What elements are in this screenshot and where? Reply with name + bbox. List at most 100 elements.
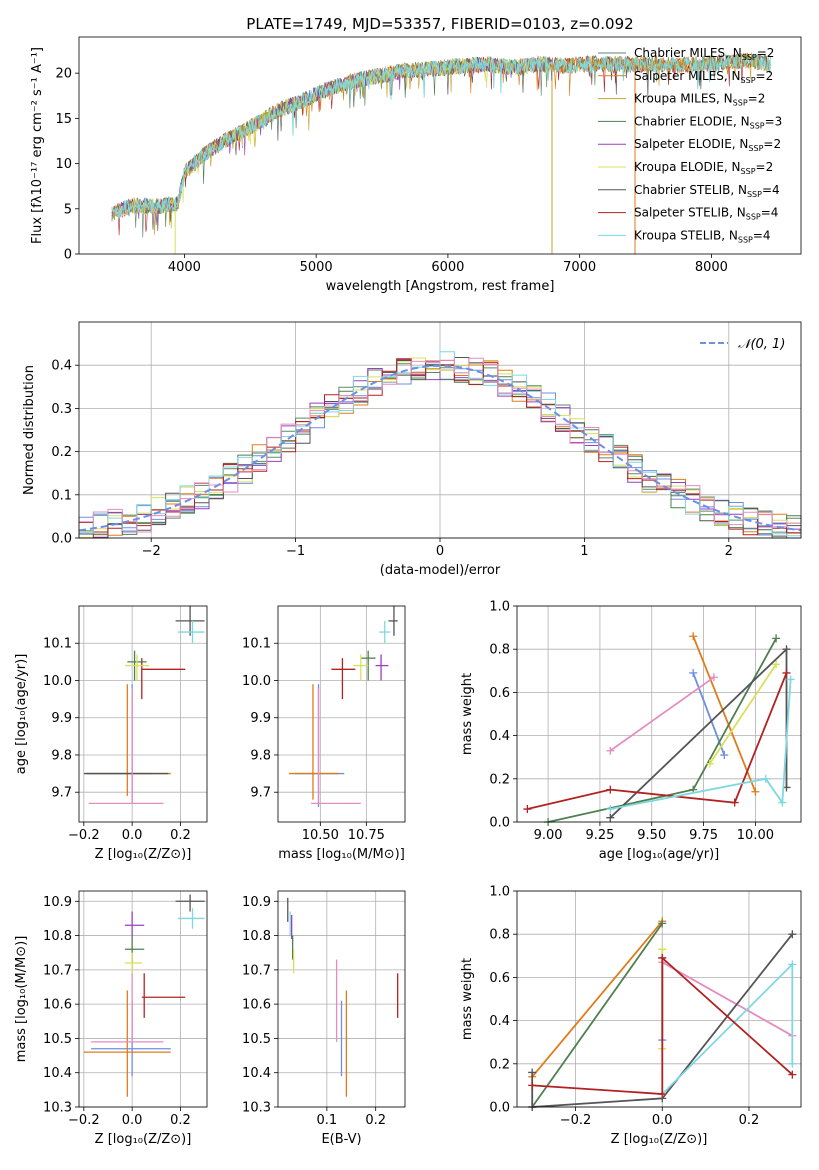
axes-frame	[78, 890, 208, 1108]
weight-series-chabrier_elodie	[531, 922, 664, 1108]
y-tick-label: 10.3	[242, 1101, 271, 1116]
data-point-marker	[528, 1081, 537, 1090]
y-tick-label: 10.6	[242, 998, 271, 1013]
data-point-marker	[761, 774, 770, 783]
data-point-marker	[772, 660, 781, 669]
x-axis-label: E(B-V)	[321, 1132, 361, 1147]
data-point-marker	[788, 930, 797, 939]
y-tick-label: 10.5	[43, 1032, 72, 1047]
data-point-marker	[658, 953, 667, 962]
data-point-marker	[772, 634, 781, 643]
y-tick-label: 0.2	[489, 1057, 510, 1072]
y-tick-label: 10.7	[242, 963, 271, 978]
y-tick-label: 9.8	[51, 748, 72, 763]
y-tick-label: 9.7	[51, 786, 72, 801]
y-tick-label: 10.4	[242, 1066, 271, 1081]
x-tick-label: 8000	[695, 260, 728, 275]
y-tick-label: 0.4	[51, 359, 72, 374]
legend-label: Kroupa ELODIE, NSSP=2	[634, 160, 773, 176]
axes-frame	[277, 890, 406, 1108]
panel-0: 4000 5000 6000 7000 8000 0 5 10 15 20 wavelength […	[30, 15, 802, 294]
x-tick-label: 7000	[563, 260, 596, 275]
panel-1: −2 −1 0 1 2 0.0 0.1 0.2 0.3 0.4 (data-model)/error…	[22, 321, 802, 578]
y-axis-label: age [log₁₀(age/yr)]	[14, 654, 29, 775]
data-point-marker	[778, 798, 787, 807]
y-axis-label: Flux [fλ10⁻¹⁷ erg cm⁻² s⁻¹ A⁻¹]	[30, 47, 45, 244]
x-tick-label: 1	[580, 544, 588, 559]
legend-label: Chabrier ELODIE, NSSP=3	[634, 114, 782, 130]
y-tick-label: 10.1	[242, 637, 271, 652]
y-tick-label: 9.8	[250, 748, 271, 763]
legend-label: Salpeter STELIB, NSSP=4	[634, 206, 778, 222]
y-tick-label: 9.9	[250, 711, 271, 726]
y-tick-label: 10.0	[242, 674, 271, 689]
y-tick-label: 0.2	[489, 772, 510, 787]
y-tick-label: 20	[55, 67, 72, 82]
x-tick-label: 0.0	[652, 1113, 673, 1128]
panel-3: 10.50 10.75 9.7 9.8 9.9 10.0 10.1 mass [log₁₀(M…	[242, 605, 406, 862]
panel-2: −0.2 0.0 0.2 9.7 9.8 9.9 10.0 10.1 Z [log₁₀(Z/Z⊙…	[14, 605, 208, 862]
y-tick-label: 0	[64, 248, 72, 263]
x-tick-label: −0.2	[68, 828, 100, 843]
weight-series-salpeter_stelib	[527, 672, 788, 810]
x-axis-label: (data-model)/error	[380, 563, 501, 578]
x-tick-label: 9.25	[585, 828, 614, 843]
axes-frame	[78, 36, 802, 255]
y-tick-label: 10.9	[242, 895, 271, 910]
x-tick-label: 0.1	[317, 1113, 338, 1128]
weight-series-salpeter_miles	[531, 920, 663, 1078]
y-tick-label: 0.0	[489, 816, 510, 831]
panel-7: −0.2 0.0 0.2 0.0 0.2 0.4 0.6 0.8 1.0 Z [log₁₀(Z/Z…	[460, 885, 802, 1147]
axes-frame	[277, 605, 406, 823]
y-tick-label: 9.9	[51, 711, 72, 726]
x-tick-label: 10.50	[302, 828, 339, 843]
data-point-marker	[606, 746, 615, 755]
data-point-marker	[709, 673, 718, 682]
gaussian-curve	[78, 364, 802, 532]
data-point-marker	[658, 945, 667, 954]
weight-series-hist_pink	[661, 961, 793, 1037]
y-tick-label: 0.3	[51, 402, 72, 417]
x-tick-label: −2	[142, 544, 161, 559]
axes-frame	[78, 321, 802, 539]
data-point-marker	[720, 751, 729, 760]
weight-series-kroupa_stelib	[610, 679, 792, 810]
legend-label: Chabrier MILES, NSSP=2	[634, 46, 774, 62]
data-point-marker	[788, 960, 797, 969]
y-tick-label: 0.1	[51, 488, 72, 503]
y-tick-label: 0.8	[489, 643, 510, 658]
data-point-marker	[658, 919, 667, 928]
spectrum-series-kroupa_elodie	[111, 56, 554, 221]
histogram-series-hist_pink	[78, 357, 802, 538]
y-tick-label: 5	[64, 202, 72, 217]
weight-series-kroupa_stelib	[661, 962, 794, 1095]
x-axis-label: mass [log₁₀(M/M⊙)]	[278, 847, 405, 862]
y-tick-label: 1.0	[489, 600, 510, 615]
y-axis-label: Normed distribution	[22, 365, 37, 495]
y-tick-label: 0.0	[489, 1101, 510, 1116]
data-point-marker	[786, 675, 795, 684]
x-axis-label: Z [log₁₀(Z/Z⊙)]	[611, 1132, 708, 1147]
y-tick-label: 0.6	[489, 971, 510, 986]
chart-title: PLATE=1749, MJD=53357, FIBERID=0103, z=0…	[246, 15, 633, 33]
data-point-marker	[523, 805, 532, 814]
y-tick-label: 0.4	[489, 1014, 510, 1029]
x-axis-label: wavelength [Angstrom, rest frame]	[326, 279, 555, 294]
x-tick-label: 9.75	[689, 828, 718, 843]
x-tick-label: 0.2	[170, 828, 191, 843]
x-axis-label: age [log₁₀(age/yr)]	[599, 847, 720, 862]
y-axis-label: mass weight	[460, 958, 475, 1040]
x-tick-label: 0.0	[122, 1113, 143, 1128]
data-point-marker	[689, 668, 698, 677]
x-tick-label: 2	[725, 544, 733, 559]
x-axis-label: Z [log₁₀(Z/Z⊙)]	[95, 847, 192, 862]
y-tick-label: 0.4	[489, 729, 510, 744]
y-tick-label: 10.9	[43, 895, 72, 910]
y-axis-label: mass weight	[460, 673, 475, 755]
x-tick-label: 0.2	[365, 1113, 386, 1128]
legend-label: Kroupa STELIB, NSSP=4	[634, 228, 771, 244]
y-tick-label: 1.0	[489, 885, 510, 900]
weight-series-salpeter_stelib	[532, 955, 793, 1095]
x-tick-label: 5000	[300, 260, 333, 275]
